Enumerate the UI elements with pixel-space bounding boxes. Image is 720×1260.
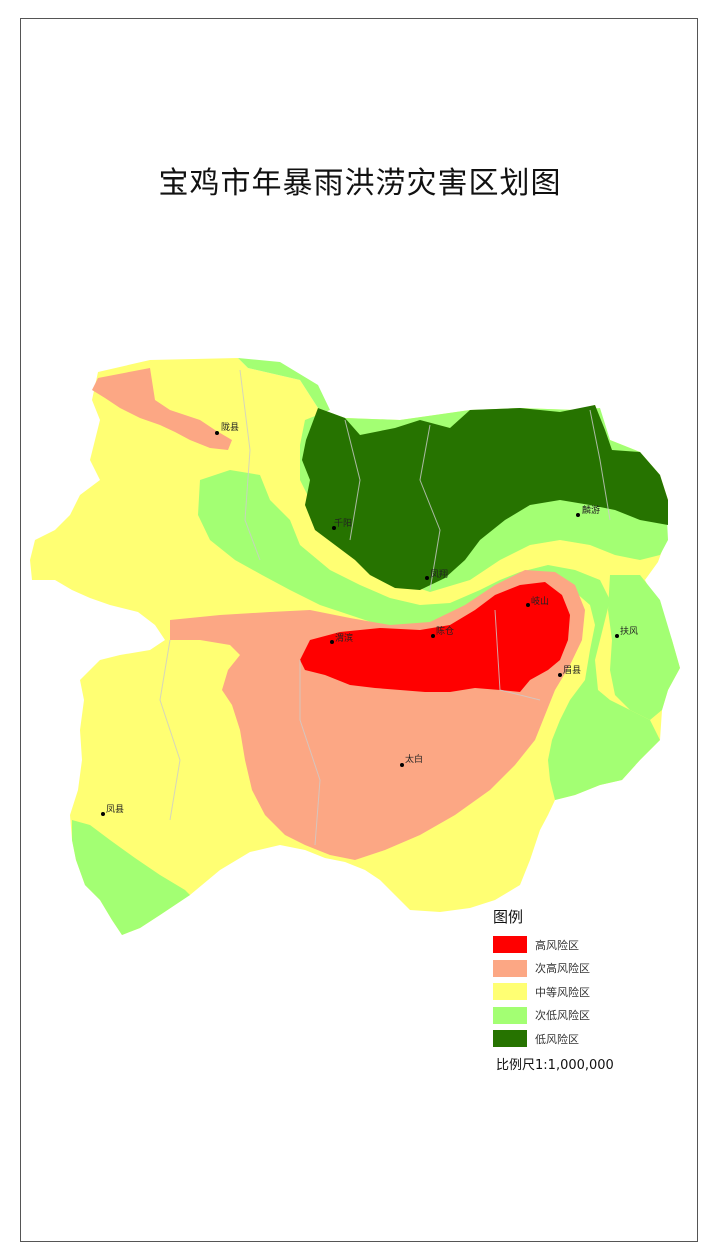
svg-text:千阳: 千阳	[334, 518, 352, 529]
svg-text:太白: 太白	[405, 753, 423, 765]
city-meixian: 眉县	[558, 665, 581, 677]
city-markers: 陇县 千阳 麟游 凤翔 岐山 扶风 陈仓 渭滨	[101, 421, 638, 816]
legend: 图例 高风险区 次高风险区 中等风险区 次低风险区 低风险区	[493, 906, 693, 1051]
legend-swatch-low	[493, 1030, 527, 1048]
svg-text:陈仓: 陈仓	[436, 625, 454, 637]
legend-swatch-high	[493, 936, 527, 954]
legend-label: 次高风险区	[535, 962, 590, 976]
city-weibin: 渭滨	[330, 632, 353, 644]
city-taibai: 太白	[400, 753, 423, 767]
legend-item-sub-low: 次低风险区	[493, 1004, 693, 1028]
region-sub-low-east	[608, 575, 680, 720]
svg-text:凤翔: 凤翔	[430, 568, 448, 580]
city-qianyang: 千阳	[332, 518, 352, 530]
legend-title: 图例	[493, 908, 524, 926]
legend-swatch-medium	[493, 983, 527, 1001]
legend-swatch-sub-high	[493, 959, 527, 977]
legend-item-low: 低风险区	[493, 1027, 693, 1051]
legend-label: 中等风险区	[535, 985, 590, 999]
city-linyou: 麟游	[576, 504, 600, 517]
legend-swatch-sub-low	[493, 1006, 527, 1024]
city-fufeng: 扶风	[615, 625, 638, 638]
svg-text:扶风: 扶风	[620, 625, 638, 637]
legend-item-sub-high: 次高风险区	[493, 957, 693, 981]
svg-text:麟游: 麟游	[582, 504, 600, 516]
svg-text:岐山: 岐山	[531, 595, 549, 607]
svg-text:陇县: 陇县	[221, 421, 239, 433]
city-chencang: 陈仓	[431, 625, 454, 638]
svg-text:凤县: 凤县	[106, 804, 124, 815]
legend-label: 次低风险区	[535, 1009, 590, 1023]
scale-label: 比例尺	[496, 1058, 536, 1073]
region-sub-low-southwest	[72, 820, 190, 935]
region-low	[302, 405, 668, 590]
county-boundaries	[159, 369, 611, 846]
city-fengxian: 凤县	[101, 804, 124, 816]
city-longxian: 陇县	[215, 421, 239, 435]
legend-item-medium: 中等风险区	[493, 980, 693, 1004]
legend-label: 低风险区	[535, 1032, 579, 1046]
city-fengxiang: 凤翔	[425, 568, 448, 580]
region-high	[300, 582, 570, 692]
legend-label: 高风险区	[535, 938, 579, 952]
scale-bar: 比例尺1:1,000,000	[496, 1054, 614, 1073]
scale-value: 1:1,000,000	[535, 1058, 614, 1073]
city-qishan: 岐山	[526, 595, 549, 607]
legend-item-high: 高风险区	[493, 933, 693, 957]
region-sub-high-northwest	[92, 368, 232, 450]
map-title: 宝鸡市年暴雨洪涝灾害区划图	[158, 166, 562, 201]
svg-text:眉县: 眉县	[563, 665, 581, 676]
svg-text:渭滨: 渭滨	[335, 632, 353, 644]
